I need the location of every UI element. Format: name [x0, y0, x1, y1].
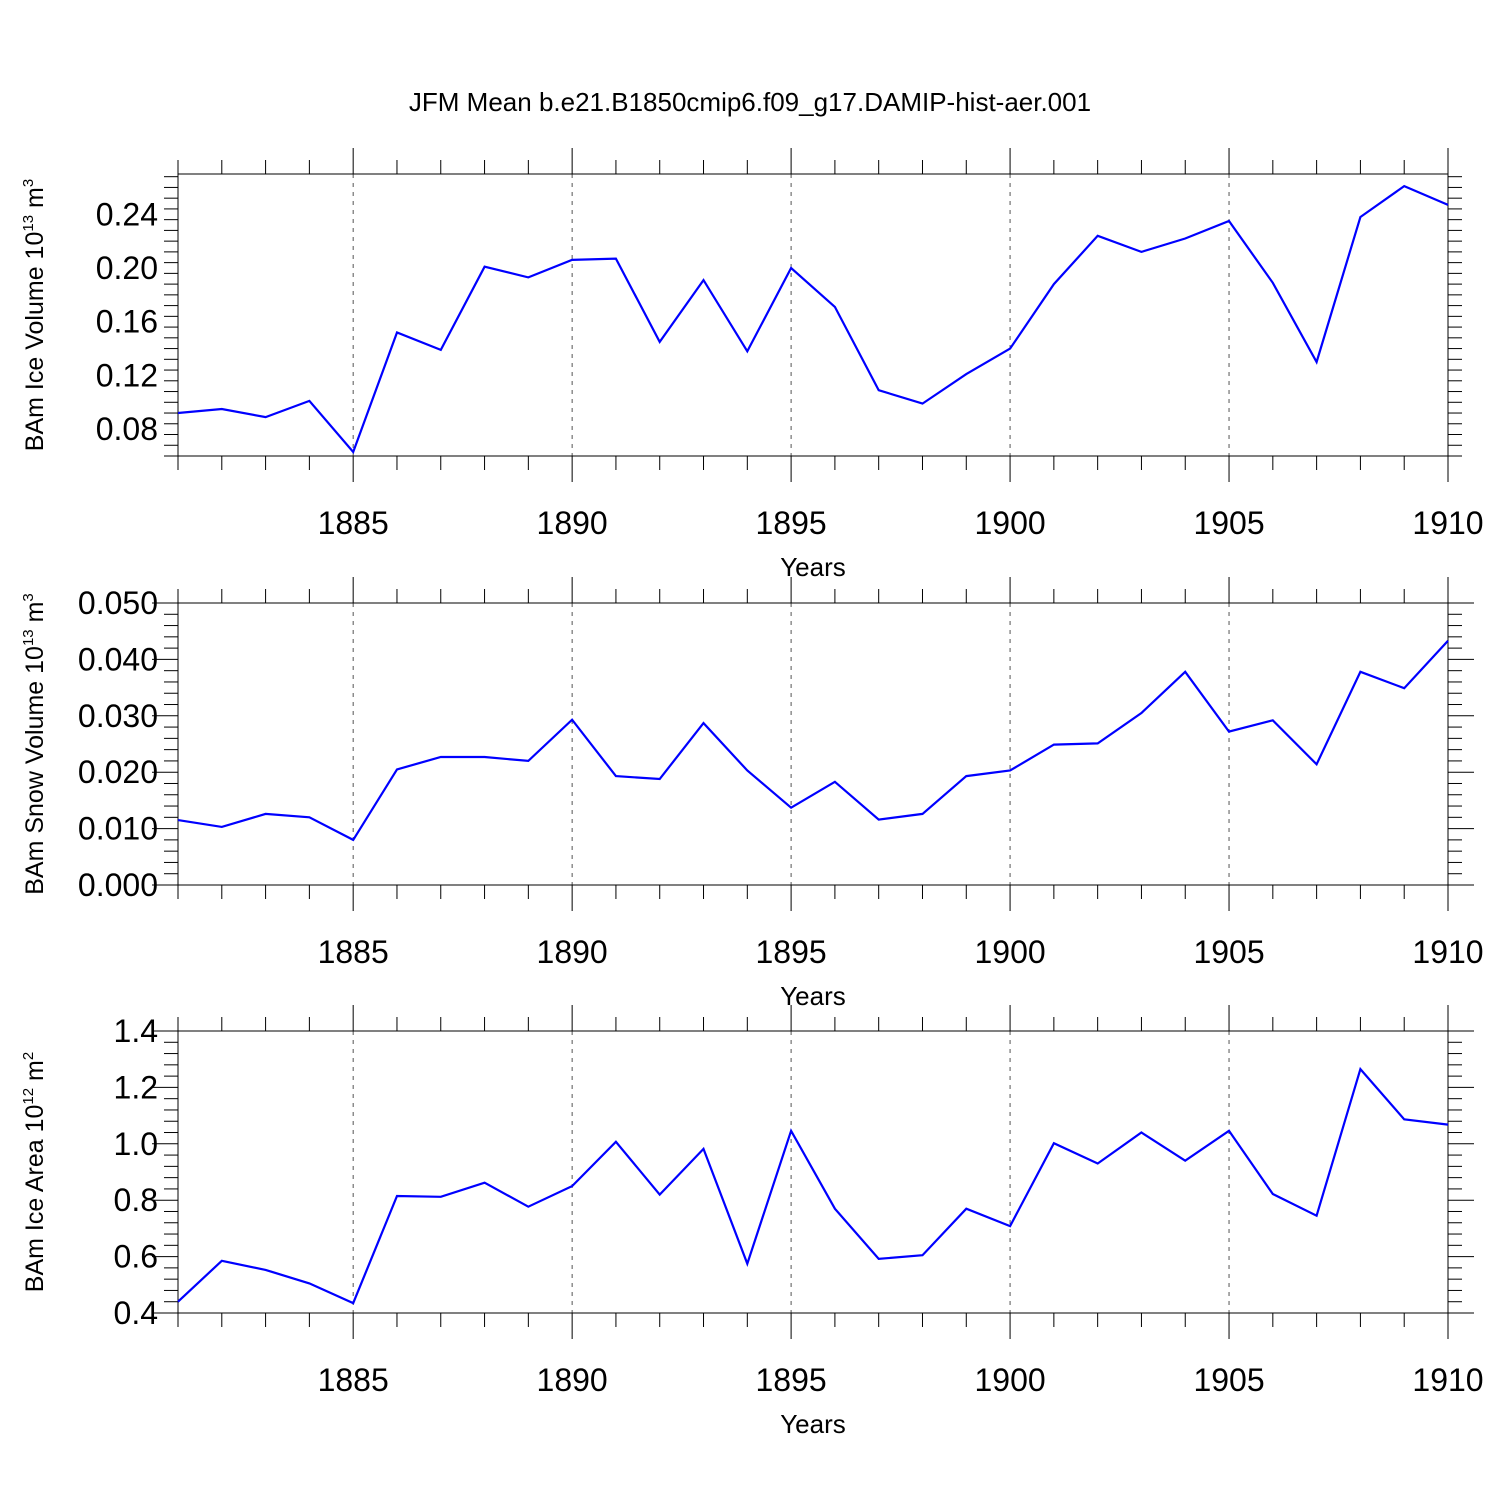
y-axis-label-superscript: 2: [20, 1052, 37, 1060]
y-axis-label-superscript: 13: [20, 629, 37, 646]
y-tick-label: 1.4: [114, 1013, 158, 1049]
y-tick-label: 0.000: [78, 867, 158, 903]
x-tick-label: 1910: [1412, 934, 1483, 970]
y-tick-label: 0.050: [78, 585, 158, 621]
y-axis-label-text: BAm Snow Volume 10: [21, 646, 49, 895]
y-axis-label-text: m: [21, 1060, 49, 1088]
series-line: [177, 640, 1449, 842]
x-tick-label: 1900: [974, 1362, 1045, 1398]
x-tick-label: 1910: [1412, 505, 1483, 541]
x-tick-label: 1895: [756, 505, 827, 541]
y-axis-label: BAm Ice Volume 1013 m3: [20, 179, 49, 451]
y-axis-label-text: BAm Ice Area 10: [21, 1105, 49, 1293]
y-tick-label: 0.24: [96, 196, 158, 232]
panel-1: 0.08 0.12 0.16 0.20 0.24 1885 1890 1895 1900 1905…: [20, 148, 1484, 582]
x-tick-label: 1905: [1193, 934, 1264, 970]
x-tick-label: 1895: [756, 1362, 827, 1398]
plot-frame: [177, 602, 1449, 886]
plot-frame: [177, 173, 1449, 457]
x-axis-label: Years: [780, 1409, 846, 1439]
x-tick-label: 1895: [756, 934, 827, 970]
x-tick-label: 1885: [318, 505, 389, 541]
y-tick-label: 0.020: [78, 754, 158, 790]
y-tick-label: 1.2: [114, 1069, 158, 1105]
y-tick-label: 0.08: [96, 411, 158, 447]
series-line: [177, 184, 1449, 455]
x-tick-label: 1905: [1193, 505, 1264, 541]
y-tick-label: 0.6: [114, 1239, 158, 1275]
y-axis-label: BAm Ice Area 1012 m2: [20, 1052, 49, 1292]
x-tick-label: 1890: [537, 1362, 608, 1398]
chart-title: JFM Mean b.e21.B1850cmip6.f09_g17.DAMIP-…: [409, 87, 1091, 117]
y-tick-label: 0.4: [114, 1295, 158, 1331]
x-axis-label: Years: [780, 552, 846, 582]
x-tick-label: 1885: [318, 1362, 389, 1398]
y-tick-label: 0.8: [114, 1182, 158, 1218]
y-axis-label: BAm Snow Volume 1013 m3: [20, 593, 49, 895]
y-tick-label: 1.0: [114, 1126, 158, 1162]
y-axis-label-text: m: [21, 602, 49, 630]
y-tick-label: 0.12: [96, 357, 158, 393]
y-tick-label: 0.040: [78, 641, 158, 677]
y-axis-label-text: m: [21, 187, 49, 215]
x-tick-label: 1890: [537, 934, 608, 970]
y-axis-label-superscript: 13: [20, 215, 37, 232]
y-tick-label: 0.010: [78, 811, 158, 847]
y-axis-label-text: BAm Ice Volume 10: [21, 232, 49, 452]
y-axis-label-superscript: 3: [20, 593, 37, 601]
panel-3: 0.4 0.6 0.8 1.0 1.2 1.4 1885 1890 1895 1900 1905 19…: [20, 1005, 1484, 1439]
series-line: [177, 1066, 1449, 1305]
y-tick-label: 0.16: [96, 304, 158, 340]
panel-2: 0.000 0.010 0.020 0.030 0.040 0.050 1885 1890 18…: [20, 577, 1484, 1011]
x-tick-label: 1885: [318, 934, 389, 970]
y-axis-label-superscript: 12: [20, 1088, 37, 1105]
x-tick-label: 1910: [1412, 1362, 1483, 1398]
y-tick-label: 0.030: [78, 698, 158, 734]
plot-frame: [177, 1030, 1449, 1314]
y-tick-label: 0.20: [96, 250, 158, 286]
x-axis-label: Years: [780, 981, 846, 1011]
x-tick-label: 1900: [974, 505, 1045, 541]
x-tick-label: 1890: [537, 505, 608, 541]
x-tick-label: 1905: [1193, 1362, 1264, 1398]
x-tick-label: 1900: [974, 934, 1045, 970]
y-axis-label-superscript: 3: [20, 179, 37, 187]
